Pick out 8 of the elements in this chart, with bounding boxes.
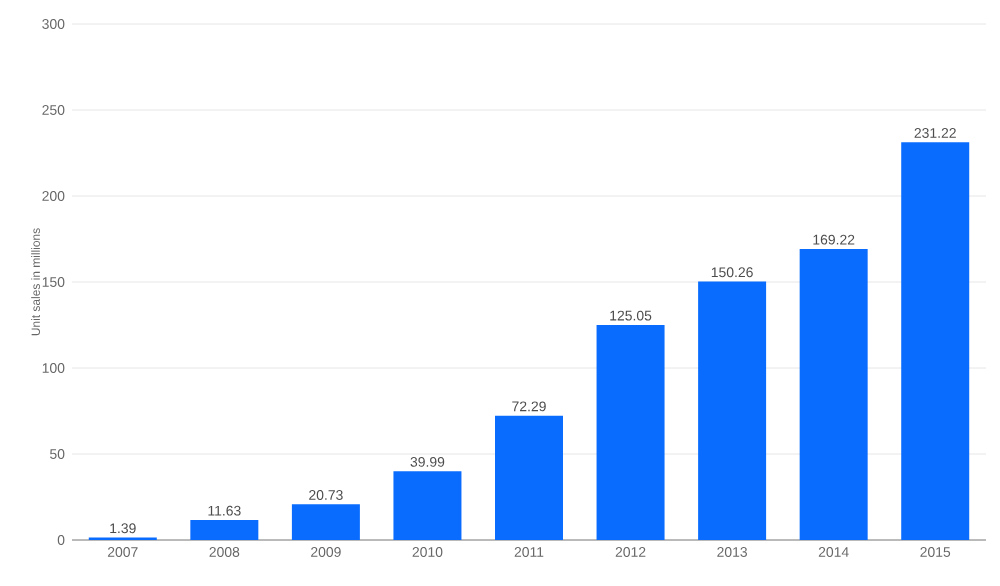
bar (799, 248, 868, 540)
bar (698, 281, 767, 540)
bar (291, 504, 360, 540)
bar (190, 520, 259, 540)
bar (596, 324, 665, 540)
bar (495, 415, 563, 540)
bar (901, 142, 970, 540)
bar (393, 471, 462, 540)
